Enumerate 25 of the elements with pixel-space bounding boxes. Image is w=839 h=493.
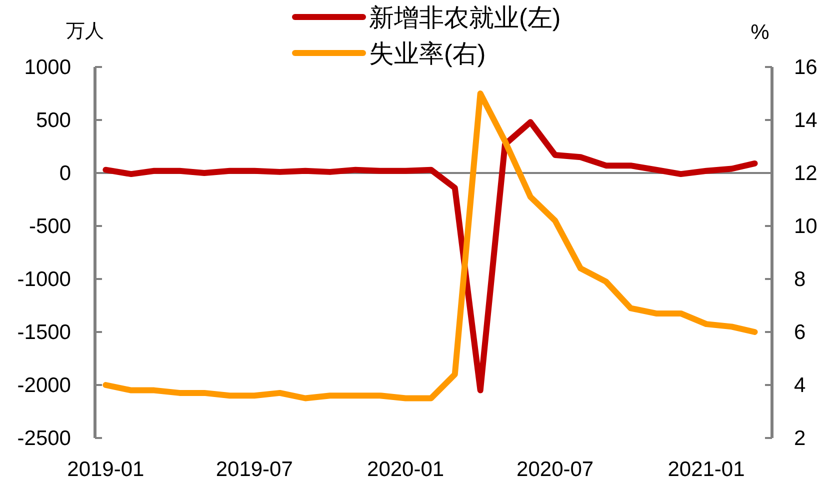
x-tick-label: 2020-01 — [367, 458, 444, 481]
x-tick-label: 2020-07 — [516, 458, 594, 481]
x-tick-label: 2021-01 — [668, 458, 745, 481]
x-tick-label: 2019-01 — [67, 458, 144, 481]
y2-tick-label: 16 — [794, 56, 818, 79]
y2-tick-label: 6 — [794, 321, 806, 344]
y-tick-label: -2000 — [17, 374, 71, 397]
y-tick-label: 0 — [59, 162, 71, 185]
y-tick-label: -2500 — [17, 427, 71, 450]
y-tick-label: -500 — [28, 215, 71, 238]
y2-tick-label: 12 — [794, 162, 818, 185]
y-tick-label: -1000 — [17, 268, 71, 291]
y-tick-label: 1000 — [24, 56, 71, 79]
legend-label: 新增非农就业(左) — [369, 4, 561, 32]
legend-label: 失业率(右) — [369, 40, 486, 68]
y2-tick-label: 2 — [794, 427, 806, 450]
y2-tick-label: 4 — [794, 374, 806, 397]
y2-tick-label: 14 — [794, 109, 818, 132]
y2-axis-title: % — [750, 21, 770, 44]
y2-tick-label: 8 — [794, 268, 806, 291]
y-tick-label: 500 — [36, 109, 71, 132]
y-axis-title: 万人 — [66, 21, 104, 42]
y2-tick-label: 10 — [794, 215, 818, 238]
y-tick-label: -1500 — [17, 321, 71, 344]
x-tick-label: 2019-07 — [216, 458, 293, 481]
